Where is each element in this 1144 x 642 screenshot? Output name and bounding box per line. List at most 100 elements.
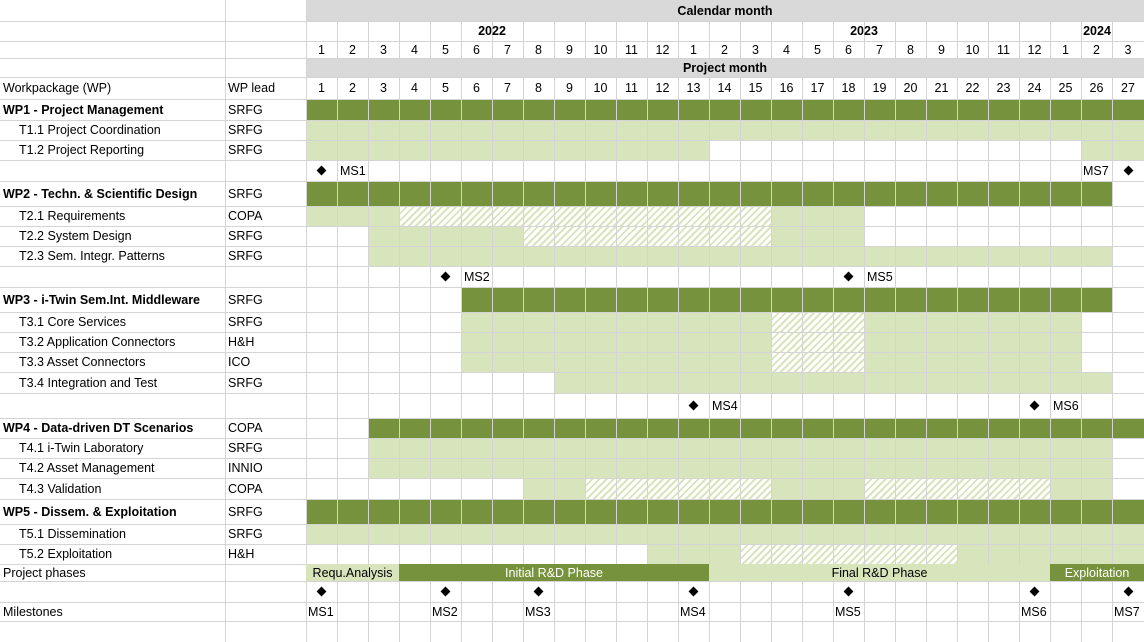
grid-line-horizontal <box>0 524 1144 525</box>
grid-line-vertical <box>957 77 958 642</box>
calendar-month-number: 3 <box>380 42 387 57</box>
project-month-number: 18 <box>841 81 856 95</box>
grid-line-vertical <box>492 21 493 58</box>
wp-lead: SRFG <box>228 102 263 117</box>
wp-lead: H&H <box>228 335 255 349</box>
grid-line-vertical <box>740 21 741 58</box>
project-month-number: 27 <box>1121 81 1135 95</box>
grid-line-horizontal <box>0 312 1144 313</box>
grid-line-horizontal <box>0 21 1144 22</box>
project-month-number: 12 <box>655 81 670 95</box>
grid-line-horizontal <box>0 602 1144 603</box>
project-month-number: 20 <box>903 81 918 95</box>
wp-lead: SRFG <box>228 441 263 455</box>
grid-line-horizontal <box>0 621 1144 622</box>
milestone-label: MS5 <box>835 604 861 619</box>
calendar-month-number: 5 <box>814 42 821 57</box>
grid-line-vertical <box>864 77 865 642</box>
project-month-number: 16 <box>779 81 794 95</box>
task-name: T1.1 Project Coordination <box>19 123 161 137</box>
grid-line-horizontal <box>0 120 1144 121</box>
calendar-month-number: 9 <box>938 42 945 57</box>
project-month-number: 2 <box>349 81 356 95</box>
task-bar <box>368 226 523 246</box>
grid-line-vertical <box>554 77 555 642</box>
milestone-label: MS7 <box>1114 604 1140 619</box>
calendar-month-number: 2 <box>349 42 356 57</box>
grid-line-horizontal <box>0 287 1144 288</box>
calendar-month-number: 2 <box>721 42 728 57</box>
year-label: 2022 <box>478 24 506 38</box>
grid-line-vertical <box>833 21 834 58</box>
phase-bar: Initial R&D Phase <box>399 564 709 581</box>
calendar-month-number: 7 <box>504 42 511 57</box>
project-month-number: 19 <box>872 81 887 95</box>
grid-line-vertical <box>337 77 338 642</box>
wp-lead: COPA <box>228 481 263 496</box>
grid-line-vertical <box>523 21 524 58</box>
grid-line-horizontal <box>0 206 1144 207</box>
calendar-month-number: 11 <box>997 42 1010 57</box>
grid-line-horizontal <box>0 266 1144 267</box>
project-month-number: 23 <box>996 81 1011 95</box>
wp-lead: SRFG <box>228 123 263 137</box>
grid-line-vertical <box>864 21 865 58</box>
grid-line-vertical <box>802 77 803 642</box>
wp-bar <box>306 99 1144 120</box>
grid-line-vertical <box>709 21 710 58</box>
task-name: T1.2 Project Reporting <box>19 143 145 157</box>
grid-line-vertical <box>616 21 617 58</box>
calendar-month-number: 1 <box>318 42 325 57</box>
grid-line-horizontal <box>0 544 1144 545</box>
project-month-number: 7 <box>504 81 511 95</box>
calendar-month-number: 1 <box>1062 42 1069 57</box>
wp-bar <box>306 499 1144 524</box>
workpackage-name: WP2 - Techn. & Scientific Design <box>3 186 198 201</box>
task-bar <box>771 226 864 246</box>
grid-line-vertical <box>988 21 989 58</box>
project-month-number: 11 <box>625 81 638 95</box>
wp-lead: SRFG <box>228 504 263 519</box>
project-month-number: 25 <box>1058 81 1073 95</box>
calendar-month-number: 3 <box>752 42 759 57</box>
grid-line-vertical <box>585 77 586 642</box>
milestone-diamond <box>315 585 329 599</box>
calendar-month-title: Calendar month <box>677 3 773 18</box>
grid-line-vertical <box>225 0 226 642</box>
grid-line-vertical <box>368 77 369 642</box>
calendar-month-number: 5 <box>442 42 449 57</box>
grid-line-vertical <box>554 21 555 58</box>
grid-line-vertical <box>616 77 617 642</box>
grid-line-vertical <box>709 77 710 642</box>
milestone-label: MS6 <box>1021 604 1047 619</box>
milestone-diamond <box>1028 585 1042 599</box>
task-name: T4.2 Asset Management <box>19 461 155 475</box>
task-name: T2.2 System Design <box>19 229 132 243</box>
calendar-month-number: 1 <box>690 42 697 57</box>
task-bar <box>306 140 647 160</box>
project-month-number: 1 <box>318 81 325 95</box>
milestone-diamond <box>1028 399 1042 413</box>
grid-line-horizontal <box>0 58 1144 59</box>
workpackage-name: WP5 - Dissem. & Exploitation <box>3 504 177 519</box>
task-bar <box>306 524 1144 544</box>
milestone-label: MS6 <box>1053 398 1079 413</box>
grid-line-vertical <box>1081 77 1082 642</box>
milestone-diamond <box>439 585 453 599</box>
calendar-month-number: 9 <box>566 42 573 57</box>
task-name: T5.2 Exploitation <box>19 547 113 561</box>
milestone-diamond <box>315 164 329 178</box>
project-month-number: 24 <box>1027 81 1042 95</box>
grid-line-vertical <box>1050 21 1051 58</box>
year-label: 2023 <box>850 24 878 38</box>
grid-line-vertical <box>399 21 400 58</box>
wp-lead: INNIO <box>228 461 263 475</box>
project-month-number: 17 <box>810 81 825 95</box>
grid-line-vertical <box>740 77 741 642</box>
wp-lead: SRFG <box>228 292 263 307</box>
grid-line-horizontal <box>0 99 1144 100</box>
wp-lead: SRFG <box>228 375 263 390</box>
project-month-number: 10 <box>593 81 608 95</box>
task-name: T3.4 Integration and Test <box>19 375 158 390</box>
project-month-number: 13 <box>686 81 701 95</box>
